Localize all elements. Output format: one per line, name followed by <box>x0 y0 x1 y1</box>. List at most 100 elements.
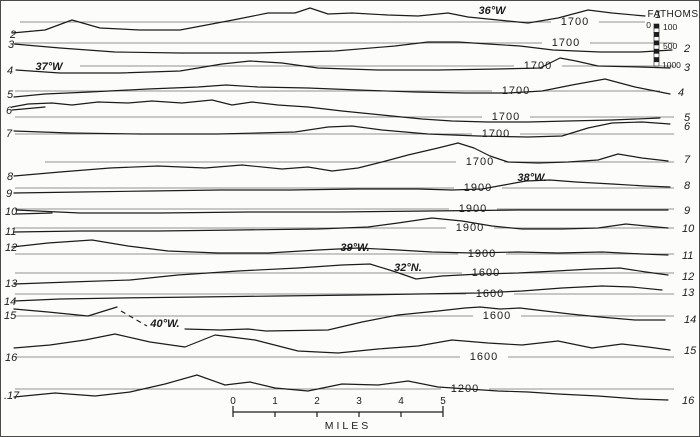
seafloor-profile-line <box>13 374 669 401</box>
profile-number-left: 12 <box>5 242 17 254</box>
depth-label: 1700 <box>561 16 589 28</box>
miles-scale-tick-label: 4 <box>398 396 404 407</box>
geo-coordinate-label: 39°W. <box>340 242 369 254</box>
depth-label: 1600 <box>483 310 511 322</box>
seafloor-profile-line-continued <box>184 306 666 332</box>
profile-number-right: 4 <box>678 87 684 99</box>
profile-number-right: 6 <box>684 121 691 133</box>
depth-label: 1700 <box>466 156 494 168</box>
seafloor-profile-line <box>11 239 669 256</box>
fathoms-scale-bar-segment <box>653 44 660 50</box>
profile-number-right: 2 <box>683 43 690 55</box>
profile-number-right: 9 <box>684 205 690 217</box>
depth-label: 1600 <box>476 288 504 300</box>
seafloor-profile-line <box>15 57 671 74</box>
miles-scale-tick-label: 3 <box>356 396 362 407</box>
profile-number-right: 3 <box>684 62 691 74</box>
profile-number-left: 2 <box>9 29 16 41</box>
profile-number-right: 14 <box>684 314 696 326</box>
profile-number-right: 15 <box>684 345 697 357</box>
fathoms-scale-tick-label: 100 <box>663 22 677 32</box>
depth-label: 1600 <box>472 267 500 279</box>
seafloor-profile-line <box>13 285 663 302</box>
miles-scale: 0 1 2 3 4 5 MILES <box>230 396 446 432</box>
profile-number-left: 16 <box>5 352 18 364</box>
profile-number-left: 14 <box>4 296 16 308</box>
depth-label: 1700 <box>552 37 580 49</box>
fathoms-scale-bar-segment <box>653 32 660 37</box>
seafloor-profile-line <box>13 41 673 54</box>
profile-row-5: 1700 6 5 <box>6 99 691 124</box>
profile-number-left: 6 <box>6 105 13 117</box>
profile-number-right: 12 <box>682 271 694 283</box>
profile-row-3: 1700 4 3 37°W <box>7 57 691 77</box>
depth-label: 1900 <box>456 222 484 234</box>
fathoms-scale-bar-segment <box>653 61 660 67</box>
profile-row-12: 1600 13 12 32°N. <box>5 262 694 290</box>
seafloor-profile-line <box>13 78 671 98</box>
fathoms-scale-bar-segment <box>653 27 660 33</box>
fathoms-scale-tick-label: 500 <box>663 41 677 51</box>
profile-number-left: 13 <box>5 278 18 290</box>
geo-coordinate-label: 38°W. <box>517 172 546 184</box>
depth-label: 1900 <box>468 248 496 260</box>
miles-scale-title: MILES <box>325 420 372 432</box>
profile-row-13: 1600 14 13 <box>4 285 695 308</box>
profile-row-16: 1200.17 16 <box>4 374 695 407</box>
depth-label: 1900 <box>459 203 487 215</box>
seafloor-profile-line <box>15 209 669 214</box>
fathoms-scale-bar-segment <box>653 40 660 46</box>
profile-number-left: .17 <box>4 390 20 402</box>
seafloor-profile-line <box>13 263 669 285</box>
miles-scale-tick-label: 0 <box>230 396 236 407</box>
depth-label: 1700 <box>524 60 552 72</box>
geo-coordinate-label: 40°W. <box>149 318 179 330</box>
profile-number-left: 15 <box>4 310 17 322</box>
geo-coordinate-label: 36°W <box>478 5 507 17</box>
depth-label: 1700 <box>502 85 530 97</box>
profile-number-left: 9 <box>6 188 12 200</box>
profile-number-right: 16 <box>682 395 695 407</box>
fathoms-scale-bar-segment <box>653 23 660 29</box>
profile-number-right: 13 <box>682 287 695 299</box>
fathoms-scale-bar-segment <box>653 48 660 54</box>
profile-number-right: 5 <box>684 112 691 124</box>
geo-coordinate-label: 37°W <box>35 61 64 73</box>
profile-number-right: 10 <box>682 223 695 235</box>
seafloor-profile-line <box>11 7 646 34</box>
profile-row-8: 1900 9 8 38°W. <box>6 172 691 200</box>
fathoms-scale-bar-segment <box>653 36 660 42</box>
depth-label: 1900 <box>464 182 492 194</box>
seafloor-profile-line <box>13 179 671 194</box>
profile-row-4: 1700 5 4 <box>7 78 684 101</box>
profile-number-left: 7 <box>6 128 13 140</box>
profile-number-right: 7 <box>684 154 691 166</box>
profile-number-left: 8 <box>7 171 14 183</box>
fathoms-scale-tick-label: 0 <box>646 20 651 30</box>
profile-row-1: 1700 2 1 36°W <box>9 5 661 41</box>
profile-row-10: 1900 11 10 <box>5 217 695 238</box>
profile-number-left: 3 <box>8 39 15 51</box>
fathoms-scale-bar-segment <box>653 53 660 58</box>
geo-coordinate-label: 32°N. <box>394 262 422 274</box>
seafloor-profile-line <box>13 121 671 138</box>
profile-row-9: 1900 10 9 <box>5 203 690 218</box>
profile-row-15: 1600 16 15 <box>5 333 697 364</box>
profile-number-left: 5 <box>7 89 14 101</box>
profile-number-left: 10 <box>5 206 18 218</box>
miles-scale-tick-label: 2 <box>314 396 320 407</box>
profile-row-6: 1700 7 6 <box>6 121 691 140</box>
miles-scale-tick-label: 5 <box>440 396 446 407</box>
seafloor-profile-line <box>13 142 669 177</box>
miles-scale-tick-label: 1 <box>272 396 278 407</box>
profile-number-right: 1 <box>655 9 661 21</box>
fathoms-scale-bar-segment <box>653 57 660 63</box>
profile-number-left: 11 <box>5 226 16 238</box>
depth-label: 1700 <box>492 111 520 123</box>
depth-label: 1600 <box>470 351 498 363</box>
profile-number-right: 8 <box>684 180 691 192</box>
profile-row-2: 1700 3 2 <box>8 37 690 55</box>
profile-row-14: 1600 15 14 40°W. <box>4 306 696 332</box>
seafloor-profile-line-continued <box>11 106 46 111</box>
